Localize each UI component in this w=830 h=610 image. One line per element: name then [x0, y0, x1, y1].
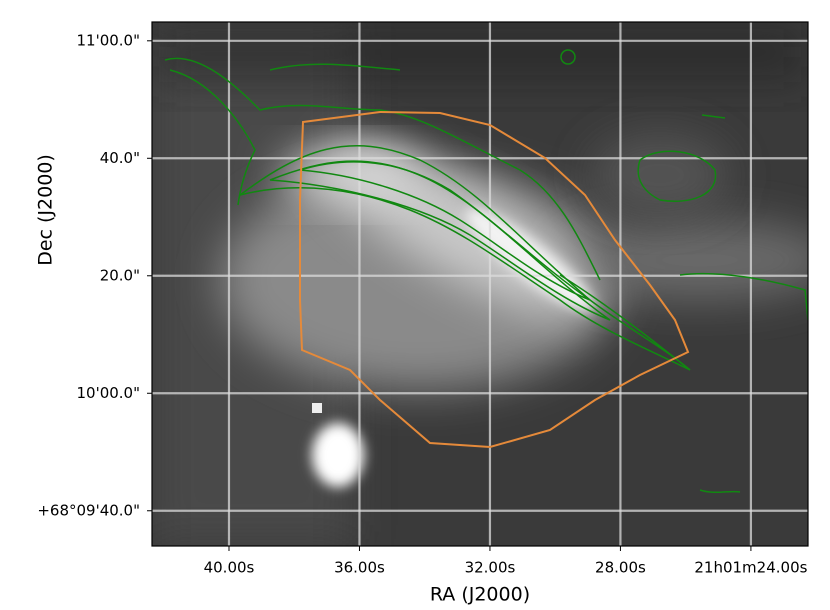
y-tick-label: 11'00.0": [76, 31, 140, 49]
x-tick-label: 36.00s: [334, 559, 385, 577]
y-axis-label: Dec (J2000): [35, 154, 57, 266]
x-tick-label: 28.00s: [595, 559, 646, 577]
y-tick-label: 40.0": [100, 149, 140, 167]
y-tick-label: +68°09'40.0": [37, 501, 140, 519]
y-tick-label: 20.0": [100, 266, 140, 284]
contours: [164, 49, 808, 494]
frame: [151, 21, 809, 547]
x-tick-label: 21h01m24.00s: [694, 559, 807, 577]
x-tick-label: 40.00s: [204, 559, 255, 577]
x-axis-label: RA (J2000): [430, 584, 530, 606]
region-outline: [299, 110, 690, 449]
y-tick-label: 10'00.0": [76, 384, 140, 402]
x-tick-label: 32.00s: [465, 559, 516, 577]
